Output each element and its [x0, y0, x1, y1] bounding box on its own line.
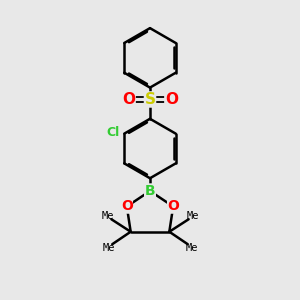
Text: Me: Me [186, 211, 199, 221]
Text: O: O [122, 92, 135, 107]
Text: O: O [167, 200, 179, 214]
Text: Cl: Cl [106, 126, 120, 139]
Text: O: O [121, 200, 133, 214]
Text: O: O [165, 92, 178, 107]
Text: S: S [145, 92, 155, 107]
Text: B: B [145, 184, 155, 198]
Text: Me: Me [185, 243, 198, 253]
Text: Me: Me [101, 211, 114, 221]
Text: Me: Me [102, 243, 115, 253]
